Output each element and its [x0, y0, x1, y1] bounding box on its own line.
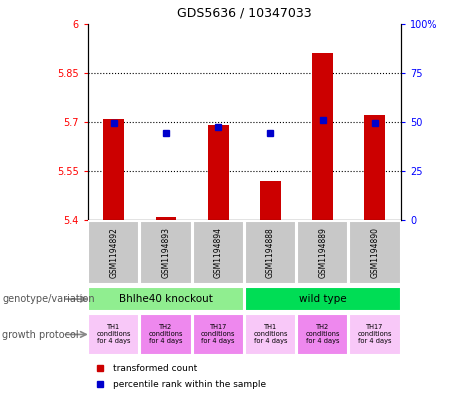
Text: GSM1194893: GSM1194893 [161, 227, 171, 278]
Text: TH2
conditions
for 4 days: TH2 conditions for 4 days [306, 325, 340, 344]
Text: growth protocol: growth protocol [2, 330, 79, 340]
Title: GDS5636 / 10347033: GDS5636 / 10347033 [177, 7, 312, 20]
Bar [140, 314, 192, 355]
Bar [349, 314, 401, 355]
Text: GSM1194890: GSM1194890 [371, 227, 379, 278]
Text: wild type: wild type [299, 294, 347, 304]
Bar [88, 314, 139, 355]
Bar [140, 221, 192, 284]
Bar [88, 287, 244, 311]
Text: TH2
conditions
for 4 days: TH2 conditions for 4 days [149, 325, 183, 344]
Bar [365, 115, 385, 220]
Text: transformed count: transformed count [112, 364, 197, 373]
Text: TH17
conditions
for 4 days: TH17 conditions for 4 days [201, 325, 236, 344]
Text: GSM1194889: GSM1194889 [318, 227, 327, 278]
Text: Bhlhe40 knockout: Bhlhe40 knockout [119, 294, 213, 304]
Bar [297, 221, 349, 284]
Bar [312, 53, 333, 220]
Bar [245, 314, 296, 355]
Bar [88, 221, 139, 284]
Bar [193, 314, 244, 355]
Bar [208, 125, 229, 220]
Text: TH17
conditions
for 4 days: TH17 conditions for 4 days [358, 325, 392, 344]
Bar [260, 181, 281, 220]
Text: TH1
conditions
for 4 days: TH1 conditions for 4 days [253, 325, 288, 344]
Text: percentile rank within the sample: percentile rank within the sample [112, 380, 266, 389]
Text: GSM1194888: GSM1194888 [266, 227, 275, 278]
Bar [103, 119, 124, 220]
Bar [245, 287, 401, 311]
Bar [349, 221, 401, 284]
Text: genotype/variation: genotype/variation [2, 294, 95, 304]
Bar [245, 221, 296, 284]
Bar [193, 221, 244, 284]
Bar [155, 217, 177, 220]
Text: GSM1194892: GSM1194892 [109, 227, 118, 278]
Bar [297, 314, 349, 355]
Text: GSM1194894: GSM1194894 [214, 227, 223, 278]
Text: TH1
conditions
for 4 days: TH1 conditions for 4 days [96, 325, 131, 344]
